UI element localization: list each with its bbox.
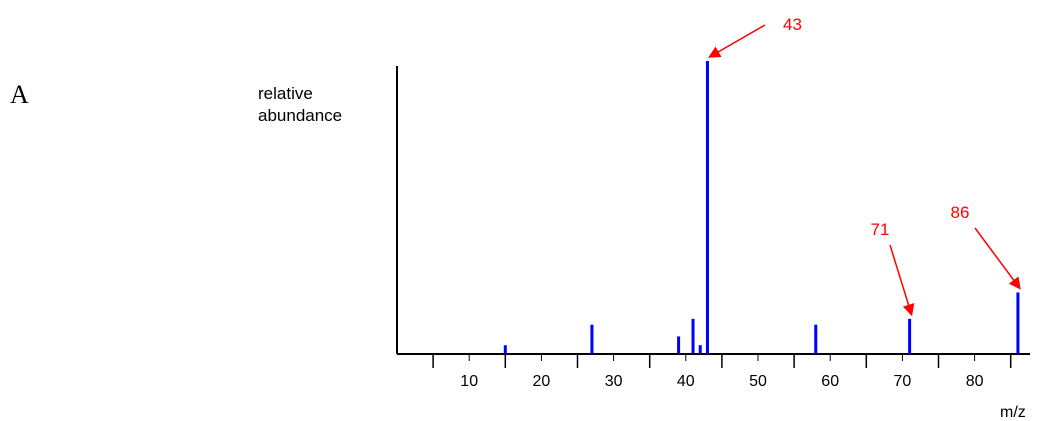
peak-bar-mz-42 (698, 345, 702, 354)
x-tick-label-20: 20 (533, 373, 551, 390)
peak-bar-mz-86 (1016, 292, 1020, 354)
peak-bar-mz-58 (814, 324, 818, 354)
panel-label: A (10, 80, 29, 109)
x-tick-label-80: 80 (966, 373, 984, 390)
x-tick-label-10: 10 (460, 373, 478, 390)
axes: 10 20 30 40 50 60 70 80 (396, 66, 1030, 390)
y-axis-label-line-1: relative (258, 84, 313, 103)
annotation-label-71: 71 (871, 220, 890, 239)
x-tick-label-40: 40 (677, 373, 695, 390)
peak-bar-mz-41 (691, 318, 695, 354)
y-axis-label-line-2: abundance (258, 106, 343, 125)
x-axis-title: m/z (1000, 404, 1026, 421)
annotation-arrow-86 (974, 227, 1021, 290)
peak-bar-mz-27 (590, 324, 594, 354)
annotations: 43 71 86 (708, 15, 1021, 317)
peak-bar-mz-15 (503, 345, 507, 354)
x-tick-label-70: 70 (894, 373, 912, 390)
peak-bar-mz-39 (677, 336, 681, 354)
x-tick-label-30: 30 (605, 373, 623, 390)
annotation-label-86: 86 (951, 203, 970, 222)
bars (503, 61, 1020, 354)
annotation-arrow-71 (889, 244, 915, 317)
peak-bar-mz-71 (908, 318, 912, 354)
x-tick-label-60: 60 (821, 373, 839, 390)
annotation-label-43: 43 (783, 15, 802, 34)
x-tick-label-50: 50 (749, 373, 767, 390)
annotation-arrow-43 (708, 24, 766, 58)
peak-bar-mz-43 (705, 61, 709, 354)
y-axis-label: relative abundance (258, 83, 342, 127)
